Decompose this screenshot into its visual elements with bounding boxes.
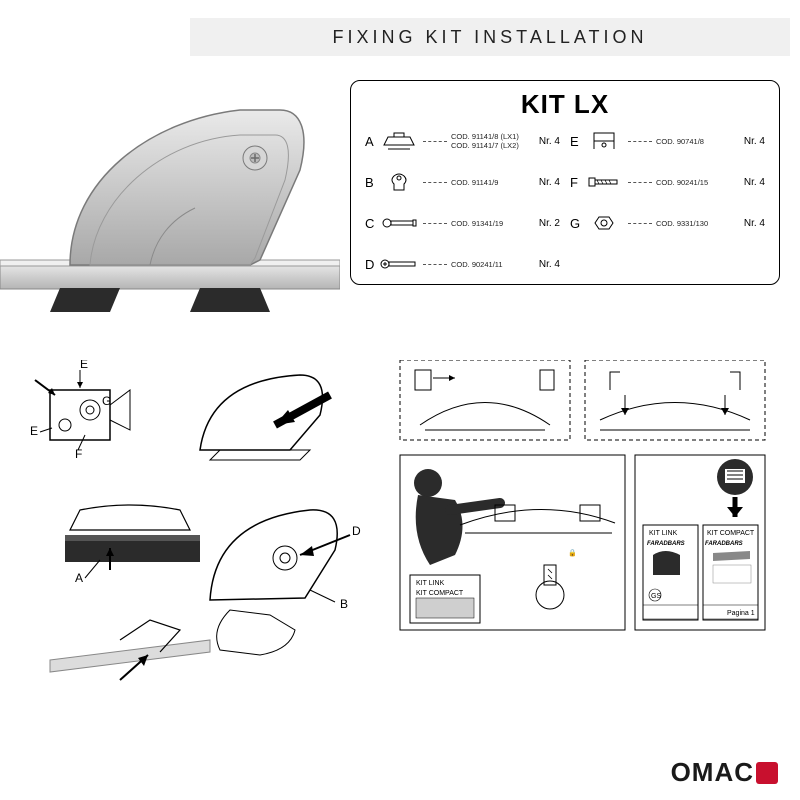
kit-letter: D <box>365 257 379 272</box>
part-icon-key <box>379 209 419 237</box>
kit-letter: E <box>570 134 584 149</box>
inset-kit-compact: KIT COMPACT <box>416 590 464 597</box>
part-icon-bracket <box>584 127 624 155</box>
kit-row-g: G COD. 9331/130 Nr. 4 <box>570 206 765 240</box>
kit-codes: COD. 90241/11 <box>451 260 528 269</box>
kit-columns: A COD. 91141/8 (LX1) COD. 91141/7 (LX2) … <box>365 124 765 281</box>
hero-illustration <box>0 80 340 340</box>
kit-letter: C <box>365 216 379 231</box>
dash <box>423 141 447 142</box>
diagram-bracket-assembly: E E G F <box>30 360 130 461</box>
manual-kit-compact: KIT COMPACT <box>707 530 755 537</box>
label-g: G <box>102 394 111 408</box>
part-icon-bolt <box>379 250 419 278</box>
diagram-rail-clip <box>50 620 210 680</box>
manual-brand: FARADBARS <box>647 541 685 547</box>
kit-row-f: F COD. 90241/15 Nr. 4 <box>570 165 765 199</box>
label-d: D <box>352 524 361 538</box>
diagram-roof-top <box>400 360 570 440</box>
dash <box>628 223 652 224</box>
kit-row-c: C COD. 91341/19 Nr. 2 <box>365 206 560 240</box>
diagram-manual: KIT LINK KIT COMPACT FARADBARS FARADBARS… <box>635 455 765 630</box>
page-title-bar: FIXING KIT INSTALLATION <box>190 18 790 56</box>
kit-codes: COD. 91141/9 <box>451 178 528 187</box>
part-icon-screw <box>584 168 624 196</box>
kit-qty: Nr. 4 <box>733 218 765 229</box>
kit-row-b: B COD. 91141/9 Nr. 4 <box>365 165 560 199</box>
kit-col-left: A COD. 91141/8 (LX1) COD. 91141/7 (LX2) … <box>365 124 560 281</box>
part-icon-nut <box>584 209 624 237</box>
kit-codes: COD. 91141/8 (LX1) COD. 91141/7 (LX2) <box>451 132 528 150</box>
kit-qty: Nr. 4 <box>528 136 560 147</box>
diagram-foot-bolts: D B <box>210 510 361 655</box>
label-a: A <box>75 571 83 585</box>
brand-name: OMAC <box>671 757 754 788</box>
dash <box>423 223 447 224</box>
label-e2: E <box>30 424 38 438</box>
manual-pagina: Pagina 1 <box>727 610 755 617</box>
kit-parts-panel: KIT LX A COD. 91141/8 (LX1) COD. 91141/7… <box>350 80 780 285</box>
svg-text:GS: GS <box>651 593 661 600</box>
diagram-foot-insert <box>200 375 330 460</box>
dash <box>423 264 447 265</box>
diagram-roof-top-2 <box>585 360 765 440</box>
manual-brand-2: FARADBARS <box>705 541 743 547</box>
inset-kit-link: KIT LINK <box>416 580 445 587</box>
manual-kit-link: KIT LINK <box>649 530 678 537</box>
kit-letter: G <box>570 216 584 231</box>
kit-letter: F <box>570 175 584 190</box>
part-icon-clamp <box>379 168 419 196</box>
diagram-base-plate: A <box>65 505 200 585</box>
dash <box>628 182 652 183</box>
kit-qty: Nr. 4 <box>528 259 560 270</box>
diagram-installer: 🔒 KIT LINK KIT COMPACT <box>400 455 625 630</box>
kit-qty: Nr. 4 <box>528 177 560 188</box>
kit-col-right: E COD. 90741/8 Nr. 4 F COD. 90241/15 <box>570 124 765 281</box>
part-icon-base-plate <box>379 127 419 155</box>
svg-text:🔒: 🔒 <box>568 549 577 557</box>
kit-row-e: E COD. 90741/8 Nr. 4 <box>570 124 765 158</box>
dash <box>628 141 652 142</box>
kit-row-d: D COD. 90241/11 Nr. 4 <box>365 247 560 281</box>
kit-qty: Nr. 4 <box>733 177 765 188</box>
dash <box>423 182 447 183</box>
kit-qty: Nr. 2 <box>528 218 560 229</box>
brand-logo: OMAC <box>671 757 778 788</box>
kit-letter: A <box>365 134 379 149</box>
kit-codes: COD. 90741/8 <box>656 137 733 146</box>
kit-codes: COD. 9331/130 <box>656 219 733 228</box>
page-title: FIXING KIT INSTALLATION <box>332 27 647 48</box>
kit-codes: COD. 91341/19 <box>451 219 528 228</box>
kit-letter: B <box>365 175 379 190</box>
kit-row-a: A COD. 91141/8 (LX1) COD. 91141/7 (LX2) … <box>365 124 560 158</box>
kit-codes: COD. 90241/15 <box>656 178 733 187</box>
kit-title: KIT LX <box>365 89 765 120</box>
kit-qty: Nr. 4 <box>733 136 765 147</box>
brand-accent <box>756 762 778 784</box>
label-b: B <box>340 597 348 611</box>
label-e: E <box>80 360 88 371</box>
assembly-diagrams: E E G F A D B <box>30 360 770 730</box>
